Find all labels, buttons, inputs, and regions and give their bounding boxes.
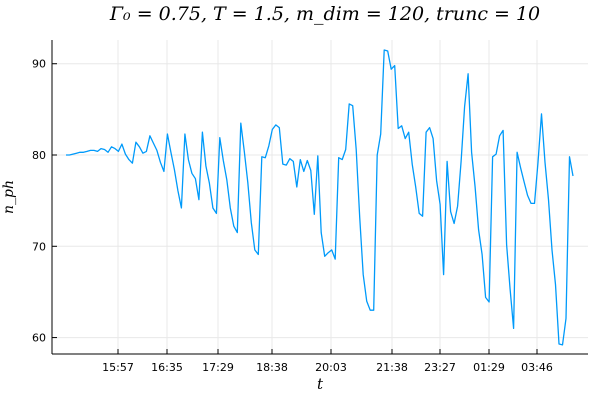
series-line: [66, 49, 574, 346]
y-tick-label: 60: [32, 332, 46, 345]
x-tick-label: 01:29: [473, 361, 505, 374]
x-tick-label: 20:03: [315, 361, 347, 374]
chart-title: Γ₀ = 0.75, T = 1.5, m_dim = 120, trunc =…: [109, 3, 540, 25]
y-tick-label: 70: [32, 240, 46, 253]
x-tick-label: 18:38: [256, 361, 288, 374]
x-tick-label: 15:57: [102, 361, 134, 374]
x-tick-label: 21:38: [376, 361, 408, 374]
x-tick-label: 17:29: [202, 361, 234, 374]
x-tick-label: 23:27: [424, 361, 456, 374]
x-axis-label: t: [317, 375, 324, 393]
plot-frame: [51, 40, 588, 355]
y-tick-label: 90: [32, 58, 46, 71]
x-axis-ticks: 15:57 16:35 17:29 18:38 20:03 21:38 23:27 01:29…: [102, 349, 553, 374]
x-tick-label: 16:35: [151, 361, 183, 374]
y-axis-label: n_ph: [1, 180, 17, 214]
y-axis-ticks: 60 70 80 90: [32, 58, 57, 345]
y-tick-label: 80: [32, 149, 46, 162]
x-tick-label: 03:46: [521, 361, 553, 374]
grid-lines: [52, 40, 588, 354]
